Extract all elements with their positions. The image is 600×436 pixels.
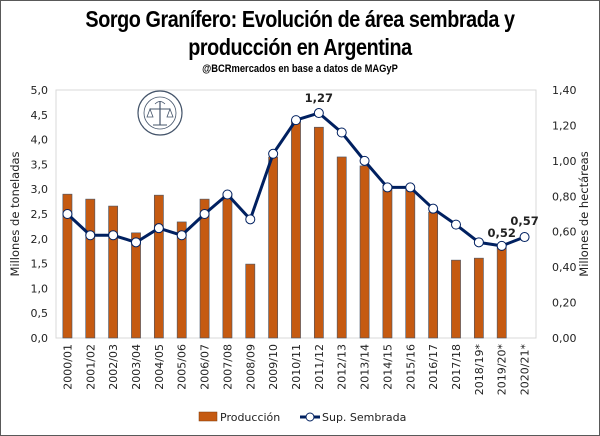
point-sup-sembrada-200809 — [245, 214, 256, 225]
point-sup-sembrada-201516 — [405, 182, 416, 193]
y-tick-label: 0,5 — [31, 307, 49, 320]
point-sup-sembrada-200405 — [153, 223, 164, 234]
x-tick-label: 2004/05 — [153, 344, 166, 390]
y-tick-label: 5,0 — [31, 84, 49, 97]
y2-tick-label: 0,60 — [552, 226, 577, 239]
bar-produccion-201819 — [473, 257, 484, 339]
y2-tick-label: 1,40 — [552, 84, 577, 97]
bar-produccion-200405 — [153, 194, 164, 339]
bar-produccion-201617 — [428, 211, 439, 339]
point-sup-sembrada-202021 — [519, 232, 530, 243]
point-sup-sembrada-201314 — [359, 155, 370, 166]
y2-axis-title: Millones de hectáreas — [577, 151, 591, 276]
point-sup-sembrada-201415 — [382, 182, 393, 193]
point-sup-sembrada-200910 — [268, 148, 279, 159]
bar-produccion-200001 — [62, 193, 73, 339]
x-tick-label: 2017/18 — [450, 344, 463, 390]
point-sup-sembrada-201011 — [291, 115, 301, 126]
y-tick-label: 2,5 — [31, 208, 49, 221]
y2-tick-label: 0,20 — [552, 297, 577, 310]
legend-marker-sup-sembrada — [305, 412, 315, 422]
x-tick-label: 2007/08 — [221, 344, 234, 390]
x-tick-label: 2002/03 — [107, 344, 120, 390]
point-sup-sembrada-200708 — [222, 189, 233, 200]
point-sup-sembrada-201718 — [451, 219, 461, 230]
y-tick-label: 3,5 — [31, 158, 49, 171]
data-label: 0,57 — [510, 214, 538, 228]
data-label: 1,27 — [305, 91, 333, 105]
x-tick-label: 2008/09 — [244, 344, 257, 390]
point-sup-sembrada-201112 — [313, 108, 324, 119]
y-tick-label: 4,0 — [31, 134, 49, 147]
y-tick-label: 3,0 — [31, 183, 49, 196]
bar-produccion-200203 — [108, 205, 119, 339]
x-tick-label: 2020/21* — [519, 344, 532, 396]
chart-title-line2: producción en Argentina — [188, 34, 412, 60]
bar-produccion-201516 — [405, 188, 416, 339]
bar-produccion-200304 — [131, 232, 141, 339]
data-label: 0,52 — [488, 226, 516, 240]
chart-subtitle: @BCRmercados en base a datos de MAGyP — [202, 63, 398, 75]
y-tick-label: 0,0 — [31, 332, 49, 345]
y-tick-label: 1,0 — [31, 282, 49, 295]
x-tick-label: 2016/17 — [427, 344, 440, 390]
x-tick-label: 2010/11 — [290, 344, 303, 390]
legend-label-produccion: Producción — [220, 411, 280, 424]
bar-produccion-200102 — [85, 198, 96, 339]
bar-produccion-201112 — [313, 126, 324, 339]
y2-tick-label: 0,80 — [552, 190, 577, 203]
x-tick-label: 2014/15 — [381, 344, 394, 390]
point-sup-sembrada-201617 — [428, 203, 439, 214]
bar-produccion-200708 — [222, 192, 233, 339]
x-tick-label: 2011/12 — [313, 344, 326, 390]
x-tick-label: 2000/01 — [61, 344, 74, 390]
point-sup-sembrada-201213 — [336, 127, 347, 138]
point-sup-sembrada-200506 — [176, 230, 187, 241]
bar-produccion-201718 — [451, 259, 461, 339]
y-tick-label: 4,5 — [31, 109, 49, 122]
y2-tick-label: 0,00 — [552, 332, 577, 345]
bar-produccion-201415 — [382, 184, 393, 339]
bar-produccion-201213 — [336, 156, 347, 339]
y-tick-label: 1,5 — [31, 258, 49, 271]
x-tick-label: 2018/19* — [473, 344, 486, 396]
x-tick-label: 2019/20* — [496, 344, 509, 396]
legend-swatch-produccion — [198, 411, 218, 422]
bar-produccion-201011 — [291, 120, 301, 339]
y-axis-title: Millones de toneladas — [8, 151, 22, 276]
bcr-logo-icon — [137, 90, 183, 136]
point-sup-sembrada-201920 — [496, 240, 507, 251]
legend: Producción Sup. Sembrada — [198, 411, 406, 424]
x-tick-label: 2001/02 — [84, 344, 97, 390]
point-sup-sembrada-200001 — [62, 209, 73, 219]
point-sup-sembrada-200102 — [85, 230, 96, 241]
x-tick-label: 2013/14 — [359, 344, 372, 390]
x-tick-label: 2005/06 — [176, 344, 189, 390]
x-tick-label: 2003/04 — [130, 344, 143, 390]
y2-tick-label: 1,00 — [552, 155, 577, 168]
x-tick-label: 2006/07 — [199, 344, 212, 390]
chart-title: Sorgo Granífero: Evolución de área sembr… — [85, 6, 515, 32]
legend-label-sup-sembrada: Sup. Sembrada — [322, 411, 406, 424]
point-sup-sembrada-200304 — [131, 237, 141, 248]
bar-produccion-201920 — [496, 243, 507, 339]
y2-tick-label: 1,20 — [552, 119, 577, 132]
point-sup-sembrada-201819 — [473, 237, 484, 248]
bar-produccion-200506 — [176, 221, 187, 339]
y2-tick-label: 0,40 — [552, 261, 577, 274]
point-sup-sembrada-200607 — [199, 209, 210, 219]
y-tick-label: 2,0 — [31, 233, 49, 246]
bar-produccion-200910 — [268, 156, 279, 339]
bar-produccion-201314 — [359, 165, 370, 339]
bar-produccion-200809 — [245, 263, 256, 339]
point-sup-sembrada-200203 — [108, 230, 119, 241]
x-tick-label: 2009/10 — [267, 344, 280, 390]
x-tick-label: 2012/13 — [336, 344, 349, 390]
x-tick-label: 2015/16 — [404, 344, 417, 390]
bar-produccion-200607 — [199, 198, 210, 339]
